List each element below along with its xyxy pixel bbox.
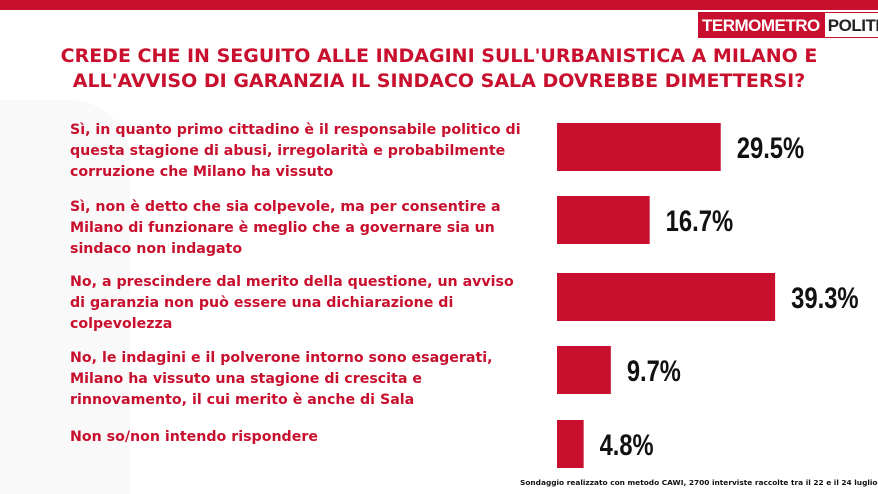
chart-title-line-2: ALL'AVVISO DI GARANZIA IL SINDACO SALA D… (72, 70, 806, 92)
value-label-2: 16.7% (666, 205, 734, 238)
category-label-1-line-1: Sì, in quanto primo cittadino è il respo… (70, 122, 521, 138)
brand-logo-part1: TERMOMETRO (698, 12, 824, 38)
bar-4 (557, 346, 611, 394)
category-label-4-line-1: No, le indagini e il polverone intorno s… (70, 350, 493, 366)
bar-5 (557, 420, 584, 468)
category-row-1: Sì, in quanto primo cittadino è il respo… (70, 120, 550, 183)
top-stripe (0, 0, 878, 10)
category-label-5-line-1: Non so/non intendo rispondere (70, 429, 318, 445)
category-label-1: Sì, in quanto primo cittadino è il respo… (70, 120, 550, 183)
brand-logo: TERMOMETRO POLITICO (698, 12, 878, 38)
category-row-4: No, le indagini e il polverone intorno s… (70, 348, 550, 411)
bar-1 (557, 123, 721, 171)
value-label-4: 9.7% (627, 355, 681, 388)
category-label-4-line-3: rinnovamento, il cui merito è anche di S… (70, 392, 415, 408)
category-label-1-line-2: questa stagione di abusi, irregolarità e… (70, 143, 506, 159)
value-label-5: 4.8% (600, 429, 654, 462)
category-label-3: No, a prescindere dal merito della quest… (70, 272, 550, 335)
category-label-4-line-2: Milano ha vissuto una stagione di cresci… (70, 371, 422, 387)
category-label-4: No, le indagini e il polverone intorno s… (70, 348, 550, 411)
category-label-3-line-3: colpevolezza (70, 316, 173, 332)
category-row-2: Sì, non è detto che sia colpevole, ma pe… (70, 197, 550, 260)
bar-2 (557, 196, 650, 244)
category-label-2-line-1: Sì, non è detto che sia colpevole, ma pe… (70, 199, 501, 215)
category-label-2-line-2: Milano di funzionare è meglio che a gove… (70, 220, 495, 236)
brand-logo-part2: POLITICO (823, 12, 878, 38)
category-row-3: No, a prescindere dal merito della quest… (70, 272, 550, 335)
category-row-5: Non so/non intendo rispondere (70, 427, 550, 448)
bar-3 (557, 273, 776, 321)
survey-footnote: Sondaggio realizzato con metodo CAWI, 27… (520, 478, 878, 487)
category-label-3-line-2: di garanzia non può essere una dichiaraz… (70, 295, 454, 311)
value-label-3: 39.3% (791, 282, 859, 315)
chart-title: CREDE CHE IN SEGUITO ALLE INDAGINI SULL'… (20, 44, 858, 94)
category-label-5: Non so/non intendo rispondere (70, 427, 550, 448)
category-label-1-line-3: corruzione che Milano ha vissuto (70, 164, 334, 180)
category-label-3-line-1: No, a prescindere dal merito della quest… (70, 274, 514, 290)
value-label-1: 29.5% (737, 132, 805, 165)
category-label-2-line-3: sindaco non indagato (70, 241, 243, 257)
chart-title-line-1: CREDE CHE IN SEGUITO ALLE INDAGINI SULL'… (60, 45, 818, 67)
category-label-2: Sì, non è detto che sia colpevole, ma pe… (70, 197, 550, 260)
